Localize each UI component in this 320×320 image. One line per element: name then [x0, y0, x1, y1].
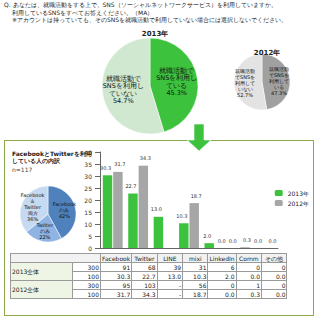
html-text:Twitter: Twitter: [134, 254, 155, 262]
html-text:0: 0: [281, 263, 286, 271]
html-text:100: 100: [87, 290, 99, 298]
svg-text:就職活動で: 就職活動で: [105, 74, 141, 83]
svg-text:のみ: のみ: [39, 227, 50, 234]
html-text:2012全体: 2012全体: [12, 286, 40, 293]
html-text:LinkedIn: LinkedIn: [209, 254, 235, 262]
html-text:0: 0: [281, 281, 286, 289]
html-text:300: 300: [87, 281, 99, 289]
html-text:2.0: 2.0: [225, 272, 235, 280]
html-text:mixi: mixi: [188, 254, 202, 262]
html-text:0: 0: [256, 263, 260, 271]
svg-text:0: 0: [88, 245, 92, 252]
svg-text:2.0: 2.0: [203, 233, 211, 239]
svg-text:Facebook: Facebook: [52, 200, 77, 207]
svg-text:ている: ている: [166, 81, 188, 90]
svg-text:Facebook: Facebook: [20, 191, 45, 198]
svg-text:0.0: 0.0: [254, 238, 262, 244]
svg-text:SNSを利用し: SNSを利用し: [156, 74, 198, 83]
html-text:Comm: Comm: [239, 254, 259, 262]
svg-text:22.7: 22.7: [125, 183, 136, 189]
svg-text:n=117: n=117: [12, 166, 32, 173]
svg-text:でSNSを: でSNSを: [235, 74, 256, 81]
svg-text:FacebookとTwitterを利用: FacebookとTwitterを利用: [12, 150, 92, 157]
html-text:100: 100: [87, 272, 99, 280]
svg-text:Twitter: Twitter: [24, 203, 41, 210]
svg-text:15: 15: [84, 209, 92, 216]
html-text:Q. あなたは、就職活動をする上で、SNS（ソーシャルネット: Q. あなたは、就職活動をする上で、SNS（ソーシャルネットワークサービス）を利…: [4, 1, 277, 8]
html-text:LINE: LINE: [163, 254, 177, 262]
html-text:0.0: 0.0: [275, 290, 286, 298]
html-text:39: 39: [173, 263, 181, 271]
html-text:0.0: 0.0: [275, 272, 286, 280]
svg-text:47.3%: 47.3%: [271, 90, 287, 96]
svg-text:18.7: 18.7: [191, 193, 202, 199]
svg-text:のみ: のみ: [59, 206, 70, 213]
svg-text:31.7: 31.7: [114, 161, 125, 167]
html-text:Facebook: Facebook: [102, 254, 131, 262]
html-text:1: 1: [256, 281, 260, 289]
svg-text:36%: 36%: [27, 216, 38, 222]
svg-text:25: 25: [84, 185, 92, 192]
svg-text:0.0: 0.0: [269, 238, 277, 244]
html-text:※アカウントは持っていても、そのSNSを就職活動で利用してい: ※アカウントは持っていても、そのSNSを就職活動で利用していない場合には選択しな…: [12, 16, 288, 23]
svg-text:2012年: 2012年: [288, 200, 309, 207]
svg-text:2012年: 2012年: [254, 49, 280, 57]
svg-text:20: 20: [84, 197, 92, 204]
svg-text:10.3: 10.3: [176, 213, 187, 219]
html-text:91: 91: [122, 263, 131, 271]
svg-text:0.0: 0.0: [229, 238, 237, 244]
html-text:18.7: 18.7: [193, 290, 207, 298]
svg-text:就職活動で: 就職活動で: [159, 66, 195, 75]
svg-text:52.7%: 52.7%: [237, 92, 253, 98]
svg-text:2013年: 2013年: [288, 190, 309, 197]
svg-text:Twitter: Twitter: [36, 221, 54, 228]
html-text:68: 68: [148, 263, 156, 271]
svg-text:両方: 両方: [27, 209, 38, 216]
html-text:利用しているSNSをすべてお答えください。（MA）: 利用しているSNSをすべてお答えください。（MA）: [12, 8, 154, 16]
svg-text:22%: 22%: [39, 234, 50, 240]
svg-text:している人の内訳: している人の内訳: [12, 157, 61, 165]
svg-text:5: 5: [88, 233, 92, 240]
svg-text:SNSを利用し: SNSを利用し: [102, 82, 144, 91]
html-text:0.3: 0.3: [250, 290, 260, 298]
html-text:103: 103: [144, 281, 156, 289]
svg-text:0.0: 0.0: [218, 238, 226, 244]
html-text:10.3: 10.3: [193, 272, 207, 280]
svg-text:35: 35: [84, 161, 92, 168]
svg-text:でSNSを: でSNSを: [268, 71, 289, 78]
html-text:31.7: 31.7: [116, 290, 131, 298]
svg-text:30.3: 30.3: [100, 165, 111, 171]
html-text:22.7: 22.7: [142, 272, 156, 280]
svg-text:2013年: 2013年: [142, 30, 168, 38]
html-text:0: 0: [230, 281, 235, 289]
html-text:2013全体: 2013全体: [12, 268, 40, 275]
html-text:その他: その他: [265, 254, 284, 262]
html-text:31: 31: [198, 263, 207, 271]
svg-text:42%: 42%: [59, 213, 70, 219]
html-text:30.3: 30.3: [116, 272, 131, 280]
svg-text:就職活動: 就職活動: [235, 68, 256, 75]
svg-text:0.3: 0.3: [243, 237, 251, 243]
svg-text:45.3%: 45.3%: [166, 89, 187, 97]
html-text:56: 56: [198, 281, 207, 289]
svg-text:利用して: 利用して: [235, 80, 256, 87]
svg-text:54.7%: 54.7%: [113, 97, 134, 105]
html-text:6: 6: [230, 263, 235, 271]
svg-text:34.3: 34.3: [140, 155, 151, 161]
svg-text:10: 10: [84, 221, 92, 228]
html-text:34.3: 34.3: [142, 290, 156, 298]
svg-text:利用して: 利用して: [268, 77, 289, 84]
svg-text:13.0: 13.0: [151, 206, 162, 212]
svg-text:就職活動: 就職活動: [268, 65, 289, 72]
svg-text:ていない: ていない: [109, 89, 138, 98]
html-text:0.0: 0.0: [250, 272, 260, 280]
html-text:0.0: 0.0: [225, 290, 235, 298]
html-text:300: 300: [87, 263, 99, 271]
html-text:95: 95: [122, 281, 131, 289]
svg-text:いない: いない: [237, 86, 253, 93]
svg-text:いる: いる: [273, 83, 284, 90]
svg-text:30: 30: [84, 173, 92, 180]
html-text:13.0: 13.0: [167, 272, 181, 280]
